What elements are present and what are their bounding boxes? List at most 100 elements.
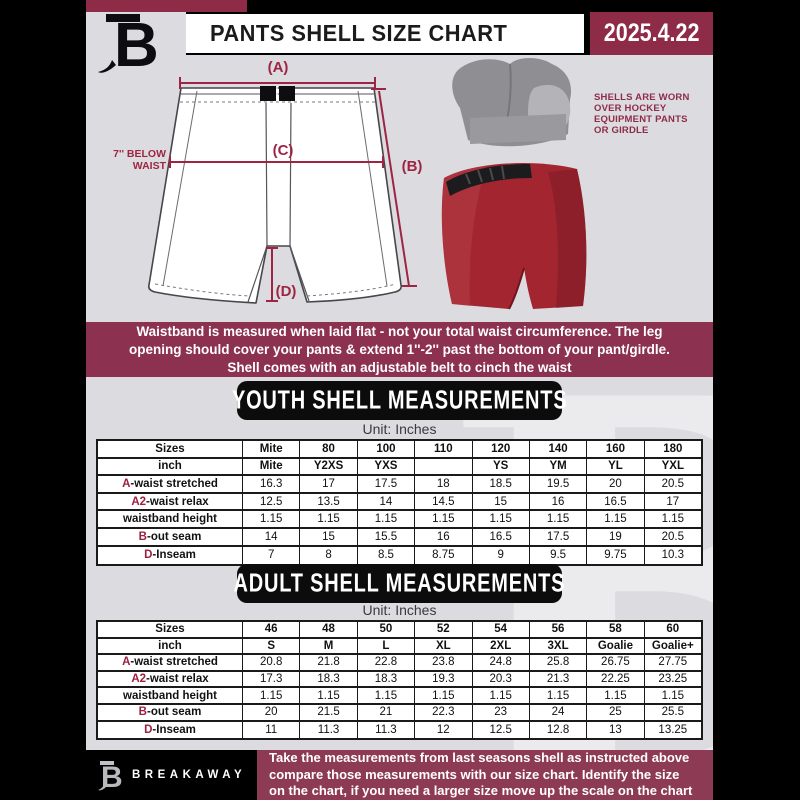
svg-text:B: B	[114, 11, 159, 74]
table-cell: 3XL	[528, 638, 586, 654]
table-cell: 26.75	[586, 655, 643, 670]
table-cell: 1.15	[586, 688, 643, 703]
table-cell: 1.15	[471, 688, 529, 703]
table-cell: 23.25	[643, 671, 701, 687]
table-row: inch Mite Y2XS YXS YS YM YL YXL	[98, 458, 701, 477]
footer-line: Take the measurements from last seasons …	[269, 750, 690, 766]
table-cell: YXS	[356, 458, 414, 475]
table-cell: 8	[299, 546, 356, 565]
table-row: D -Inseam 11 11.3 11.3 12 12.5 12.8 13 13.25	[98, 721, 701, 739]
belt-buckle-icon	[260, 86, 276, 101]
adult-size-table: Sizes 46 48 50 52 54 56 58 60 inch S M L XL 2XL 3XL Goal…	[96, 620, 703, 741]
table-row: A -waist stretched 20.8 21.8 22.8 23.8 24.8 25.…	[98, 655, 701, 672]
table-cell: 48	[299, 622, 356, 637]
header-band: PANTS SHELL SIZE CHART 2025.4.22	[186, 12, 713, 55]
photo-caption-line: OVER HOCKEY	[594, 103, 667, 114]
table-cell: XL	[414, 638, 471, 654]
table-cell: Mite	[242, 458, 299, 475]
measure-b-line	[378, 90, 410, 287]
table-cell: 20.5	[643, 476, 701, 492]
table-cell: 110	[414, 441, 471, 457]
table-cell: 1.15	[242, 688, 299, 703]
table-cell: 8.75	[414, 546, 471, 565]
table-cell: M	[299, 638, 356, 654]
table-cell: 13	[586, 721, 643, 739]
table-cell: 17	[643, 493, 701, 510]
table-cell: 52	[414, 622, 471, 637]
row-label: D -Inseam	[144, 723, 196, 736]
table-cell: 1.15	[242, 511, 299, 527]
table-cell: Goalie+	[643, 638, 701, 654]
banner-line: opening should cover your pants & extend…	[129, 341, 670, 357]
table-row: waistband height 1.15 1.15 1.15 1.15 1.15 1.15…	[98, 688, 701, 705]
table-cell: 14.5	[414, 493, 471, 510]
table-cell	[414, 458, 471, 475]
row-label: D -Inseam	[144, 549, 196, 562]
hockey-pants-photo	[441, 58, 587, 310]
table-cell: 7	[242, 546, 299, 565]
table-cell: L	[356, 638, 414, 654]
table-cell: 16	[528, 493, 586, 510]
date-badge: 2025.4.22	[590, 12, 713, 55]
photo-caption: SHELLS ARE WORN OVER HOCKEY EQUIPMENT PA…	[594, 92, 706, 136]
table-cell: Y2XS	[299, 458, 356, 475]
label-d: (D)	[276, 283, 297, 300]
table-cell: 16.5	[586, 493, 643, 510]
table-cell: 17.5	[528, 528, 586, 545]
table-cell: 15.5	[356, 528, 414, 545]
table-cell: 160	[586, 441, 643, 457]
table-cell: 12	[414, 721, 471, 739]
table-cell: 120	[471, 441, 529, 457]
banner-line: Shell comes with an adjustable belt to c…	[227, 359, 572, 375]
table-cell: 18.5	[471, 476, 529, 492]
banner-line: Waistband is measured when laid flat - n…	[136, 323, 663, 339]
table-cell: 25.8	[528, 655, 586, 670]
table-cell: 27.75	[643, 655, 701, 670]
table-cell: 21.8	[299, 655, 356, 670]
table-cell: 2XL	[471, 638, 529, 654]
table-cell: 19.5	[528, 476, 586, 492]
table-cell: 1.15	[586, 511, 643, 527]
youth-section-title: YOUTH SHELL MEASUREMENTS	[232, 383, 566, 418]
table-cell: 23.8	[414, 655, 471, 670]
table-cell: 9.75	[586, 546, 643, 565]
table-cell: 180	[643, 441, 701, 457]
footer-line: on the chart, if you need a larger size …	[269, 783, 693, 799]
brand-logo: B	[98, 8, 178, 80]
table-cell: 140	[528, 441, 586, 457]
table-cell: 21.3	[528, 671, 586, 687]
row-label: Sizes	[155, 623, 185, 636]
brand-logo-icon: B	[98, 11, 159, 80]
table-cell: 1.15	[471, 511, 529, 527]
page: B B PANTS SHELL SIZE CHART 2025.4.22	[86, 0, 713, 800]
table-cell: 1.15	[299, 511, 356, 527]
table-cell: 11	[242, 721, 299, 739]
label-c: (C)	[273, 142, 294, 159]
row-label: A2 -waist relax	[131, 495, 209, 508]
table-cell: YS	[471, 458, 529, 475]
table-cell: 16	[414, 528, 471, 545]
youth-unit-label: Unit: Inches	[362, 421, 437, 437]
table-row: B -out seam 20 21.5 21 22.3 23 24 25 25.5	[98, 704, 701, 722]
table-cell: 1.15	[356, 511, 414, 527]
table-cell: 23	[471, 704, 529, 720]
photo-caption-line: OR GIRDLE	[594, 125, 649, 136]
row-label: inch	[158, 639, 182, 652]
table-cell: 1.15	[643, 511, 701, 527]
row-label: A -waist stretched	[122, 656, 218, 669]
table-cell: 50	[356, 622, 414, 637]
table-cell: 1.15	[528, 688, 586, 703]
label-a: (A)	[268, 59, 289, 76]
table-cell: Goalie	[586, 638, 643, 654]
table-cell: 22.8	[356, 655, 414, 670]
table-cell: 12.5	[242, 493, 299, 510]
table-row: B -out seam 14 15 15.5 16 16.5 17.5 19 20.5	[98, 528, 701, 547]
page-title: PANTS SHELL SIZE CHART	[210, 20, 508, 46]
table-cell: 46	[242, 622, 299, 637]
row-label: B -out seam	[138, 530, 202, 543]
table-cell: 80	[299, 441, 356, 457]
table-cell: 56	[528, 622, 586, 637]
row-label: A2 -waist relax	[131, 673, 209, 686]
row-label: A -waist stretched	[122, 477, 218, 490]
